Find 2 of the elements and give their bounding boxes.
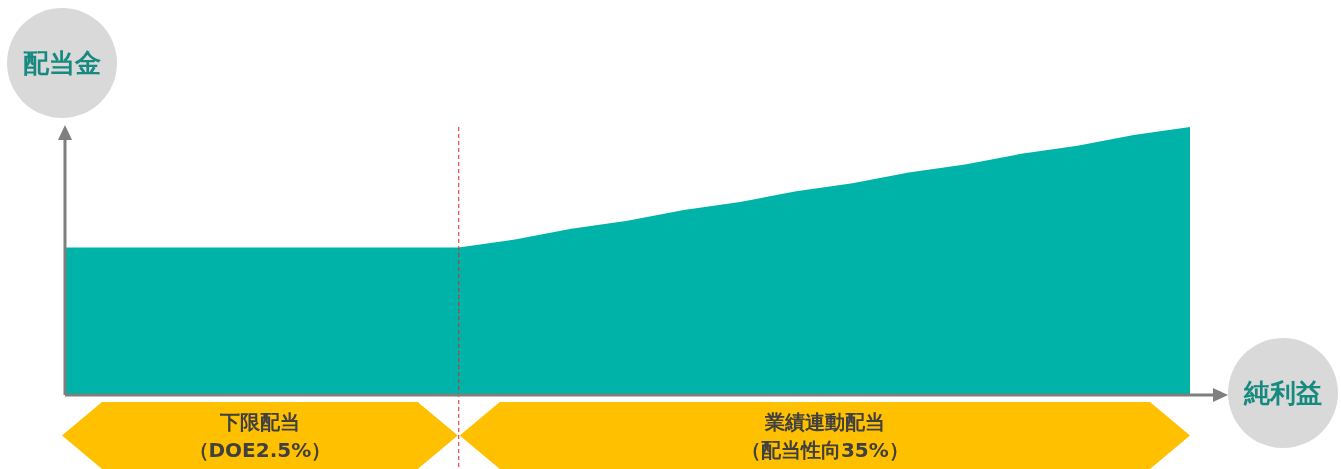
x-axis-title: 純利益 <box>1244 376 1322 410</box>
y-axis-title: 配当金 <box>23 46 101 80</box>
